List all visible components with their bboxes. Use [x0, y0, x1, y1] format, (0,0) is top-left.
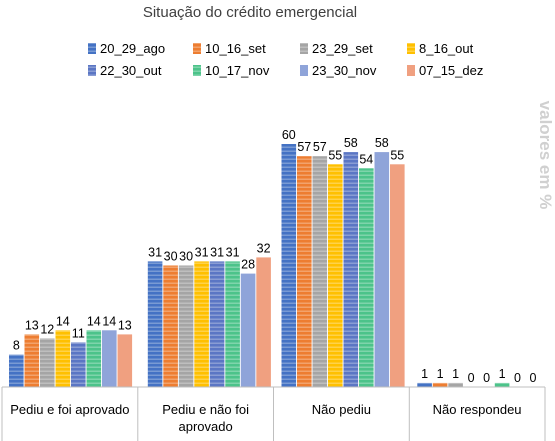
data-label-pediu-e-n-o-foi-aprovado-22_30_out: 31 [210, 245, 224, 259]
legend-label-23_30_nov: 23_30_nov [312, 63, 377, 78]
bar-n-o-respondeu-10_17_nov [494, 382, 510, 387]
bar-n-o-respondeu-23_29_set [448, 382, 463, 387]
bar-pediu-e-n-o-foi-aprovado-23_30_nov [240, 273, 256, 387]
bar-pediu-e-foi-aprovado-10_16_set [24, 334, 40, 387]
category-label-n-o-pediu: Não pediu [312, 402, 371, 417]
legend-item-20_29_ago: 20_29_ago [88, 41, 165, 56]
data-label-pediu-e-foi-aprovado-10_16_set: 13 [25, 318, 39, 332]
data-label-n-o-respondeu-20_29_ago: 1 [421, 367, 428, 381]
data-label-pediu-e-foi-aprovado-23_29_set: 12 [40, 322, 54, 336]
legend-swatch-23_30_nov [300, 65, 308, 76]
bar-pediu-e-foi-aprovado-8_16_out [55, 330, 71, 387]
bar-pediu-e-n-o-foi-aprovado-22_30_out [209, 261, 225, 387]
data-label-n-o-respondeu-8_16_out: 0 [468, 371, 475, 385]
data-label-pediu-e-n-o-foi-aprovado-23_29_set: 30 [179, 250, 193, 264]
category-label-pediu-e-foi-aprovado: Pediu e foi aprovado [10, 402, 129, 417]
bar-pediu-e-foi-aprovado-10_17_nov [86, 330, 102, 387]
data-label-pediu-e-foi-aprovado-10_17_nov: 14 [87, 314, 101, 328]
data-label-pediu-e-foi-aprovado-23_30_nov: 14 [102, 314, 116, 328]
data-label-n-o-pediu-10_17_nov: 54 [359, 152, 373, 166]
data-label-pediu-e-n-o-foi-aprovado-07_15_dez: 32 [257, 241, 271, 255]
bar-n-o-pediu-22_30_out [343, 152, 359, 387]
data-label-n-o-pediu-23_29_set: 57 [313, 140, 327, 154]
data-label-n-o-pediu-20_29_ago: 60 [282, 128, 296, 142]
data-label-pediu-e-n-o-foi-aprovado-20_29_ago: 31 [148, 245, 162, 259]
legend-swatch-22_30_out [88, 65, 96, 76]
data-label-pediu-e-n-o-foi-aprovado-10_16_set: 30 [164, 250, 178, 264]
x-axis: Pediu e foi aprovado Pediu e não foi aprov… [1, 386, 546, 441]
bar-n-o-pediu-10_17_nov [359, 168, 374, 387]
y-axis-label: valores em % [536, 101, 555, 210]
data-label-n-o-pediu-10_16_set: 57 [297, 140, 311, 154]
data-label-n-o-pediu-07_15_dez: 55 [390, 148, 404, 162]
bar-pediu-e-foi-aprovado-07_15_dez [117, 334, 133, 387]
legend-label-10_17_nov: 10_17_nov [205, 63, 270, 78]
legend-item-10_16_set: 10_16_set [193, 41, 266, 56]
legend-swatch-23_29_set [300, 43, 308, 54]
legend-label-10_16_set: 10_16_set [205, 41, 266, 56]
bar-pediu-e-foi-aprovado-23_30_nov [102, 330, 117, 387]
legend-swatch-10_17_nov [193, 65, 201, 76]
bar-n-o-pediu-23_29_set [312, 156, 328, 387]
bar-pediu-e-n-o-foi-aprovado-20_29_ago [147, 261, 163, 387]
data-label-n-o-pediu-23_30_nov: 58 [375, 136, 389, 150]
data-label-pediu-e-foi-aprovado-20_29_ago: 8 [13, 339, 20, 353]
bar-pediu-e-n-o-foi-aprovado-07_15_dez [256, 257, 271, 387]
bar-n-o-pediu-23_30_nov [374, 152, 390, 387]
bar-pediu-e-n-o-foi-aprovado-8_16_out [194, 261, 209, 387]
legend: 20_29_ago 10_16_set 23_29_set 8_16_out 22_30… [88, 41, 483, 78]
legend-swatch-8_16_out [407, 43, 415, 54]
bar-n-o-respondeu-10_16_set [432, 382, 448, 387]
data-label-n-o-pediu-8_16_out: 55 [328, 148, 342, 162]
legend-label-8_16_out: 8_16_out [419, 41, 474, 56]
legend-swatch-07_15_dez [407, 65, 415, 76]
legend-swatch-10_16_set [193, 43, 201, 54]
bar-pediu-e-foi-aprovado-22_30_out [71, 342, 86, 387]
legend-swatch-20_29_ago [88, 43, 96, 54]
data-label-pediu-e-n-o-foi-aprovado-8_16_out: 31 [195, 245, 209, 259]
legend-label-20_29_ago: 20_29_ago [100, 41, 165, 56]
legend-label-07_15_dez: 07_15_dez [419, 63, 483, 78]
legend-item-23_30_nov: 23_30_nov [300, 63, 377, 78]
legend-item-23_29_set: 23_29_set [300, 41, 373, 56]
data-label-pediu-e-foi-aprovado-8_16_out: 14 [56, 314, 70, 328]
chart-title: Situação do crédito emergencial [143, 4, 357, 21]
data-label-n-o-respondeu-23_30_nov: 0 [514, 371, 521, 385]
bar-n-o-pediu-10_16_set [297, 156, 312, 387]
category-label-pediu-e-n-o-foi-aprovado: Pediu e não foi aprovado [162, 402, 249, 434]
legend-item-8_16_out: 8_16_out [407, 41, 474, 56]
legend-item-07_15_dez: 07_15_dez [407, 63, 483, 78]
bar-n-o-pediu-20_29_ago [281, 144, 297, 387]
data-label-n-o-respondeu-07_15_dez: 0 [530, 371, 537, 385]
data-label-n-o-respondeu-22_30_out: 0 [483, 371, 490, 385]
data-label-n-o-respondeu-10_16_set: 1 [437, 367, 444, 381]
data-label-n-o-respondeu-23_29_set: 1 [452, 367, 459, 381]
bar-pediu-e-n-o-foi-aprovado-10_16_set [163, 265, 178, 387]
data-label-pediu-e-n-o-foi-aprovado-23_30_nov: 28 [241, 258, 255, 272]
legend-item-22_30_out: 22_30_out [88, 63, 162, 78]
legend-label-22_30_out: 22_30_out [100, 63, 162, 78]
data-label-pediu-e-foi-aprovado-22_30_out: 11 [72, 326, 85, 340]
bar-n-o-pediu-8_16_out [328, 164, 343, 388]
bar-pediu-e-n-o-foi-aprovado-23_29_set [178, 265, 194, 387]
category-label-n-o-respondeu: Não respondeu [433, 402, 522, 417]
legend-label-23_29_set: 23_29_set [312, 41, 373, 56]
legend-item-10_17_nov: 10_17_nov [193, 63, 270, 78]
bar-pediu-e-foi-aprovado-20_29_ago [9, 354, 24, 387]
data-label-pediu-e-n-o-foi-aprovado-10_17_nov: 31 [226, 245, 240, 259]
bar-n-o-pediu-07_15_dez [390, 164, 405, 388]
data-label-n-o-pediu-22_30_out: 58 [344, 136, 358, 150]
data-label-pediu-e-foi-aprovado-07_15_dez: 13 [118, 318, 132, 332]
bar-pediu-e-foi-aprovado-23_29_set [40, 338, 55, 387]
data-label-n-o-respondeu-10_17_nov: 1 [499, 367, 506, 381]
bar-n-o-respondeu-20_29_ago [417, 382, 432, 387]
bar-pediu-e-n-o-foi-aprovado-10_17_nov [225, 261, 240, 387]
